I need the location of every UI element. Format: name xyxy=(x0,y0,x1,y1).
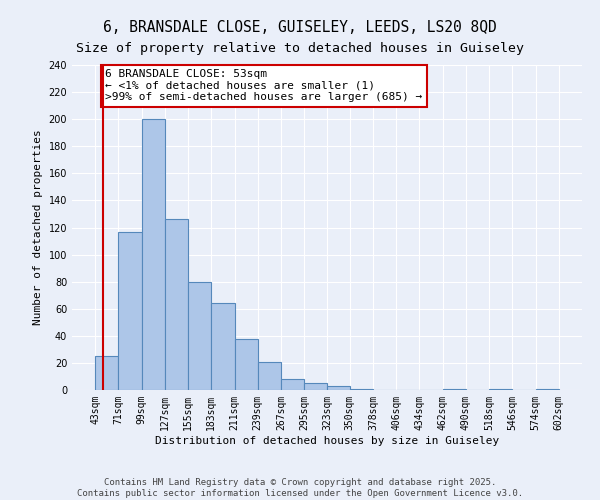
Text: Contains HM Land Registry data © Crown copyright and database right 2025.
Contai: Contains HM Land Registry data © Crown c… xyxy=(77,478,523,498)
Bar xyxy=(118,232,142,390)
Bar xyxy=(281,379,304,390)
Bar xyxy=(235,338,258,390)
Bar xyxy=(142,119,165,390)
Bar xyxy=(188,282,211,390)
Bar xyxy=(258,362,281,390)
Bar xyxy=(536,388,559,390)
Bar xyxy=(211,304,235,390)
Bar xyxy=(95,356,118,390)
Y-axis label: Number of detached properties: Number of detached properties xyxy=(33,130,43,326)
X-axis label: Distribution of detached houses by size in Guiseley: Distribution of detached houses by size … xyxy=(155,436,499,446)
Bar xyxy=(304,383,328,390)
Bar xyxy=(489,388,512,390)
Text: Size of property relative to detached houses in Guiseley: Size of property relative to detached ho… xyxy=(76,42,524,55)
Bar xyxy=(350,388,373,390)
Text: 6, BRANSDALE CLOSE, GUISELEY, LEEDS, LS20 8QD: 6, BRANSDALE CLOSE, GUISELEY, LEEDS, LS2… xyxy=(103,20,497,35)
Bar xyxy=(165,220,188,390)
Bar xyxy=(328,386,350,390)
Bar xyxy=(443,388,466,390)
Text: 6 BRANSDALE CLOSE: 53sqm
← <1% of detached houses are smaller (1)
>99% of semi-d: 6 BRANSDALE CLOSE: 53sqm ← <1% of detach… xyxy=(105,69,422,102)
